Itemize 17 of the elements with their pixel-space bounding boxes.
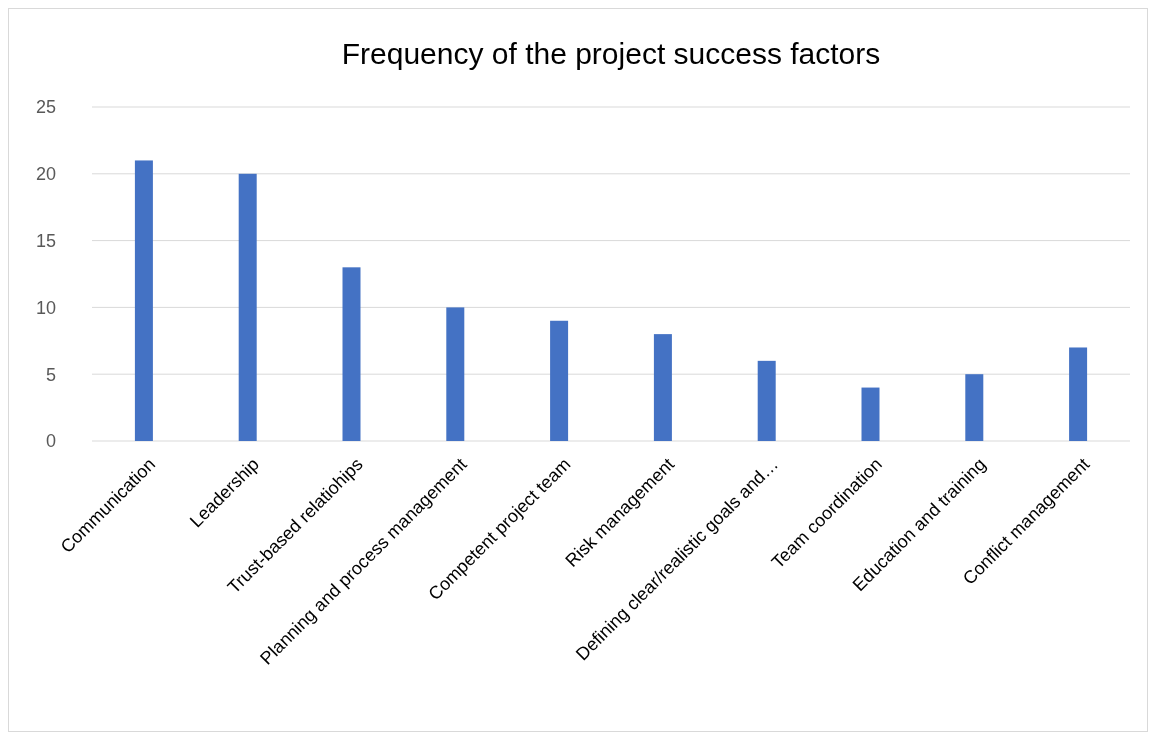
bar <box>446 307 465 441</box>
y-tick-label: 15 <box>35 230 56 251</box>
y-tick-label: 25 <box>35 97 56 118</box>
bar <box>550 320 569 441</box>
y-tick-label: 5 <box>45 364 56 385</box>
bar <box>238 173 257 441</box>
bar <box>653 334 672 441</box>
y-tick-label: 0 <box>45 431 56 452</box>
bar <box>861 387 880 441</box>
bar <box>134 160 153 441</box>
bar <box>342 267 361 441</box>
bar <box>1069 347 1088 441</box>
bar <box>757 360 776 441</box>
y-tick-label: 20 <box>35 164 56 185</box>
chart-title: Frequency of the project success factors <box>341 37 881 70</box>
y-tick-label: 10 <box>35 297 56 318</box>
bar <box>965 374 984 441</box>
